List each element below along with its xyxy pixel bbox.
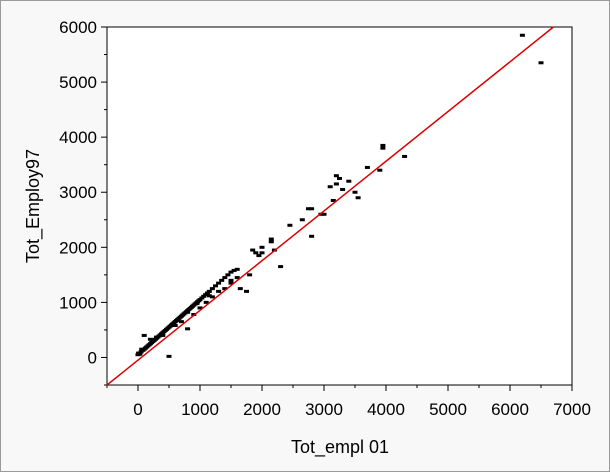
data-point <box>538 61 544 65</box>
data-points <box>135 33 544 358</box>
fit-line <box>106 26 554 386</box>
y-tick-label: 3000 <box>59 183 97 202</box>
data-point <box>340 187 346 191</box>
data-point <box>306 207 311 211</box>
data-point <box>253 251 259 255</box>
data-point <box>247 273 253 277</box>
data-point <box>268 237 274 241</box>
data-point <box>287 223 293 227</box>
data-point <box>219 278 225 282</box>
data-point <box>197 298 203 302</box>
data-point <box>197 306 203 310</box>
data-point <box>160 333 166 337</box>
data-point <box>237 287 243 291</box>
data-point <box>228 270 234 274</box>
data-point <box>352 190 358 194</box>
x-tick-label: 2000 <box>243 400 281 419</box>
data-point <box>225 273 231 277</box>
data-point <box>256 254 262 258</box>
data-point <box>380 143 386 147</box>
data-point <box>206 289 212 293</box>
data-point <box>203 300 209 304</box>
data-point <box>268 240 274 244</box>
data-point <box>209 295 215 299</box>
y-tick-label: 1000 <box>59 293 97 312</box>
data-point <box>147 337 153 341</box>
data-point <box>209 287 215 291</box>
data-point <box>206 294 212 298</box>
data-point <box>231 268 237 272</box>
data-point <box>185 327 191 331</box>
data-point <box>309 207 315 211</box>
data-point <box>185 310 191 314</box>
data-point <box>346 179 352 183</box>
data-point <box>216 289 222 293</box>
y-tick-label: 6000 <box>59 18 97 37</box>
data-point <box>201 294 207 298</box>
data-point <box>154 335 160 339</box>
data-point <box>333 182 339 186</box>
data-point <box>178 320 184 324</box>
data-point <box>172 324 178 328</box>
data-point <box>337 176 342 180</box>
data-point <box>216 281 222 285</box>
data-point <box>141 333 147 337</box>
y-axis-label: Tot_Employ97 <box>23 149 44 263</box>
data-point <box>199 296 205 300</box>
data-point <box>203 293 209 297</box>
data-point <box>250 248 256 252</box>
data-point <box>204 291 210 295</box>
data-point <box>222 276 228 280</box>
data-point <box>234 276 240 280</box>
data-point <box>355 196 361 200</box>
plot-area <box>106 26 573 386</box>
x-tick-label: 6000 <box>491 400 529 419</box>
data-point <box>333 174 339 178</box>
data-point <box>321 212 327 216</box>
y-tick-label: 5000 <box>59 73 97 92</box>
data-point <box>166 354 172 358</box>
x-tick-label: 3000 <box>305 400 343 419</box>
data-point <box>402 154 408 158</box>
data-point <box>364 165 370 169</box>
y-tick-label: 4000 <box>59 128 97 147</box>
data-point <box>138 350 144 354</box>
x-tick-label: 0 <box>133 400 142 419</box>
data-point <box>519 33 525 37</box>
data-point <box>228 278 234 282</box>
data-point <box>213 284 218 288</box>
data-point <box>244 289 249 293</box>
y-tick-label: 2000 <box>59 238 97 257</box>
x-tick-label: 1000 <box>181 400 219 419</box>
y-axis: 0 1000 2000 3000 4000 5000 6000 <box>59 18 107 386</box>
data-point <box>299 218 305 222</box>
x-tick-label: 4000 <box>367 400 405 419</box>
data-point <box>309 234 315 238</box>
x-tick-label: 5000 <box>429 400 467 419</box>
x-tick-label: 7000 <box>553 400 591 419</box>
data-point <box>194 301 200 305</box>
y-tick-label: 0 <box>88 348 97 367</box>
x-axis-label: Tot_empl 01 <box>291 437 389 458</box>
data-point <box>380 146 386 150</box>
data-point <box>330 198 336 202</box>
x-axis: 0 1000 2000 3000 4000 5000 6000 7000 <box>106 385 591 419</box>
data-point <box>327 185 333 189</box>
data-point <box>259 251 265 255</box>
data-point <box>222 287 228 291</box>
data-point <box>278 265 284 269</box>
data-point <box>259 245 265 249</box>
data-point <box>234 267 240 271</box>
data-point <box>137 352 143 356</box>
data-point <box>377 168 383 172</box>
data-point <box>228 281 234 285</box>
